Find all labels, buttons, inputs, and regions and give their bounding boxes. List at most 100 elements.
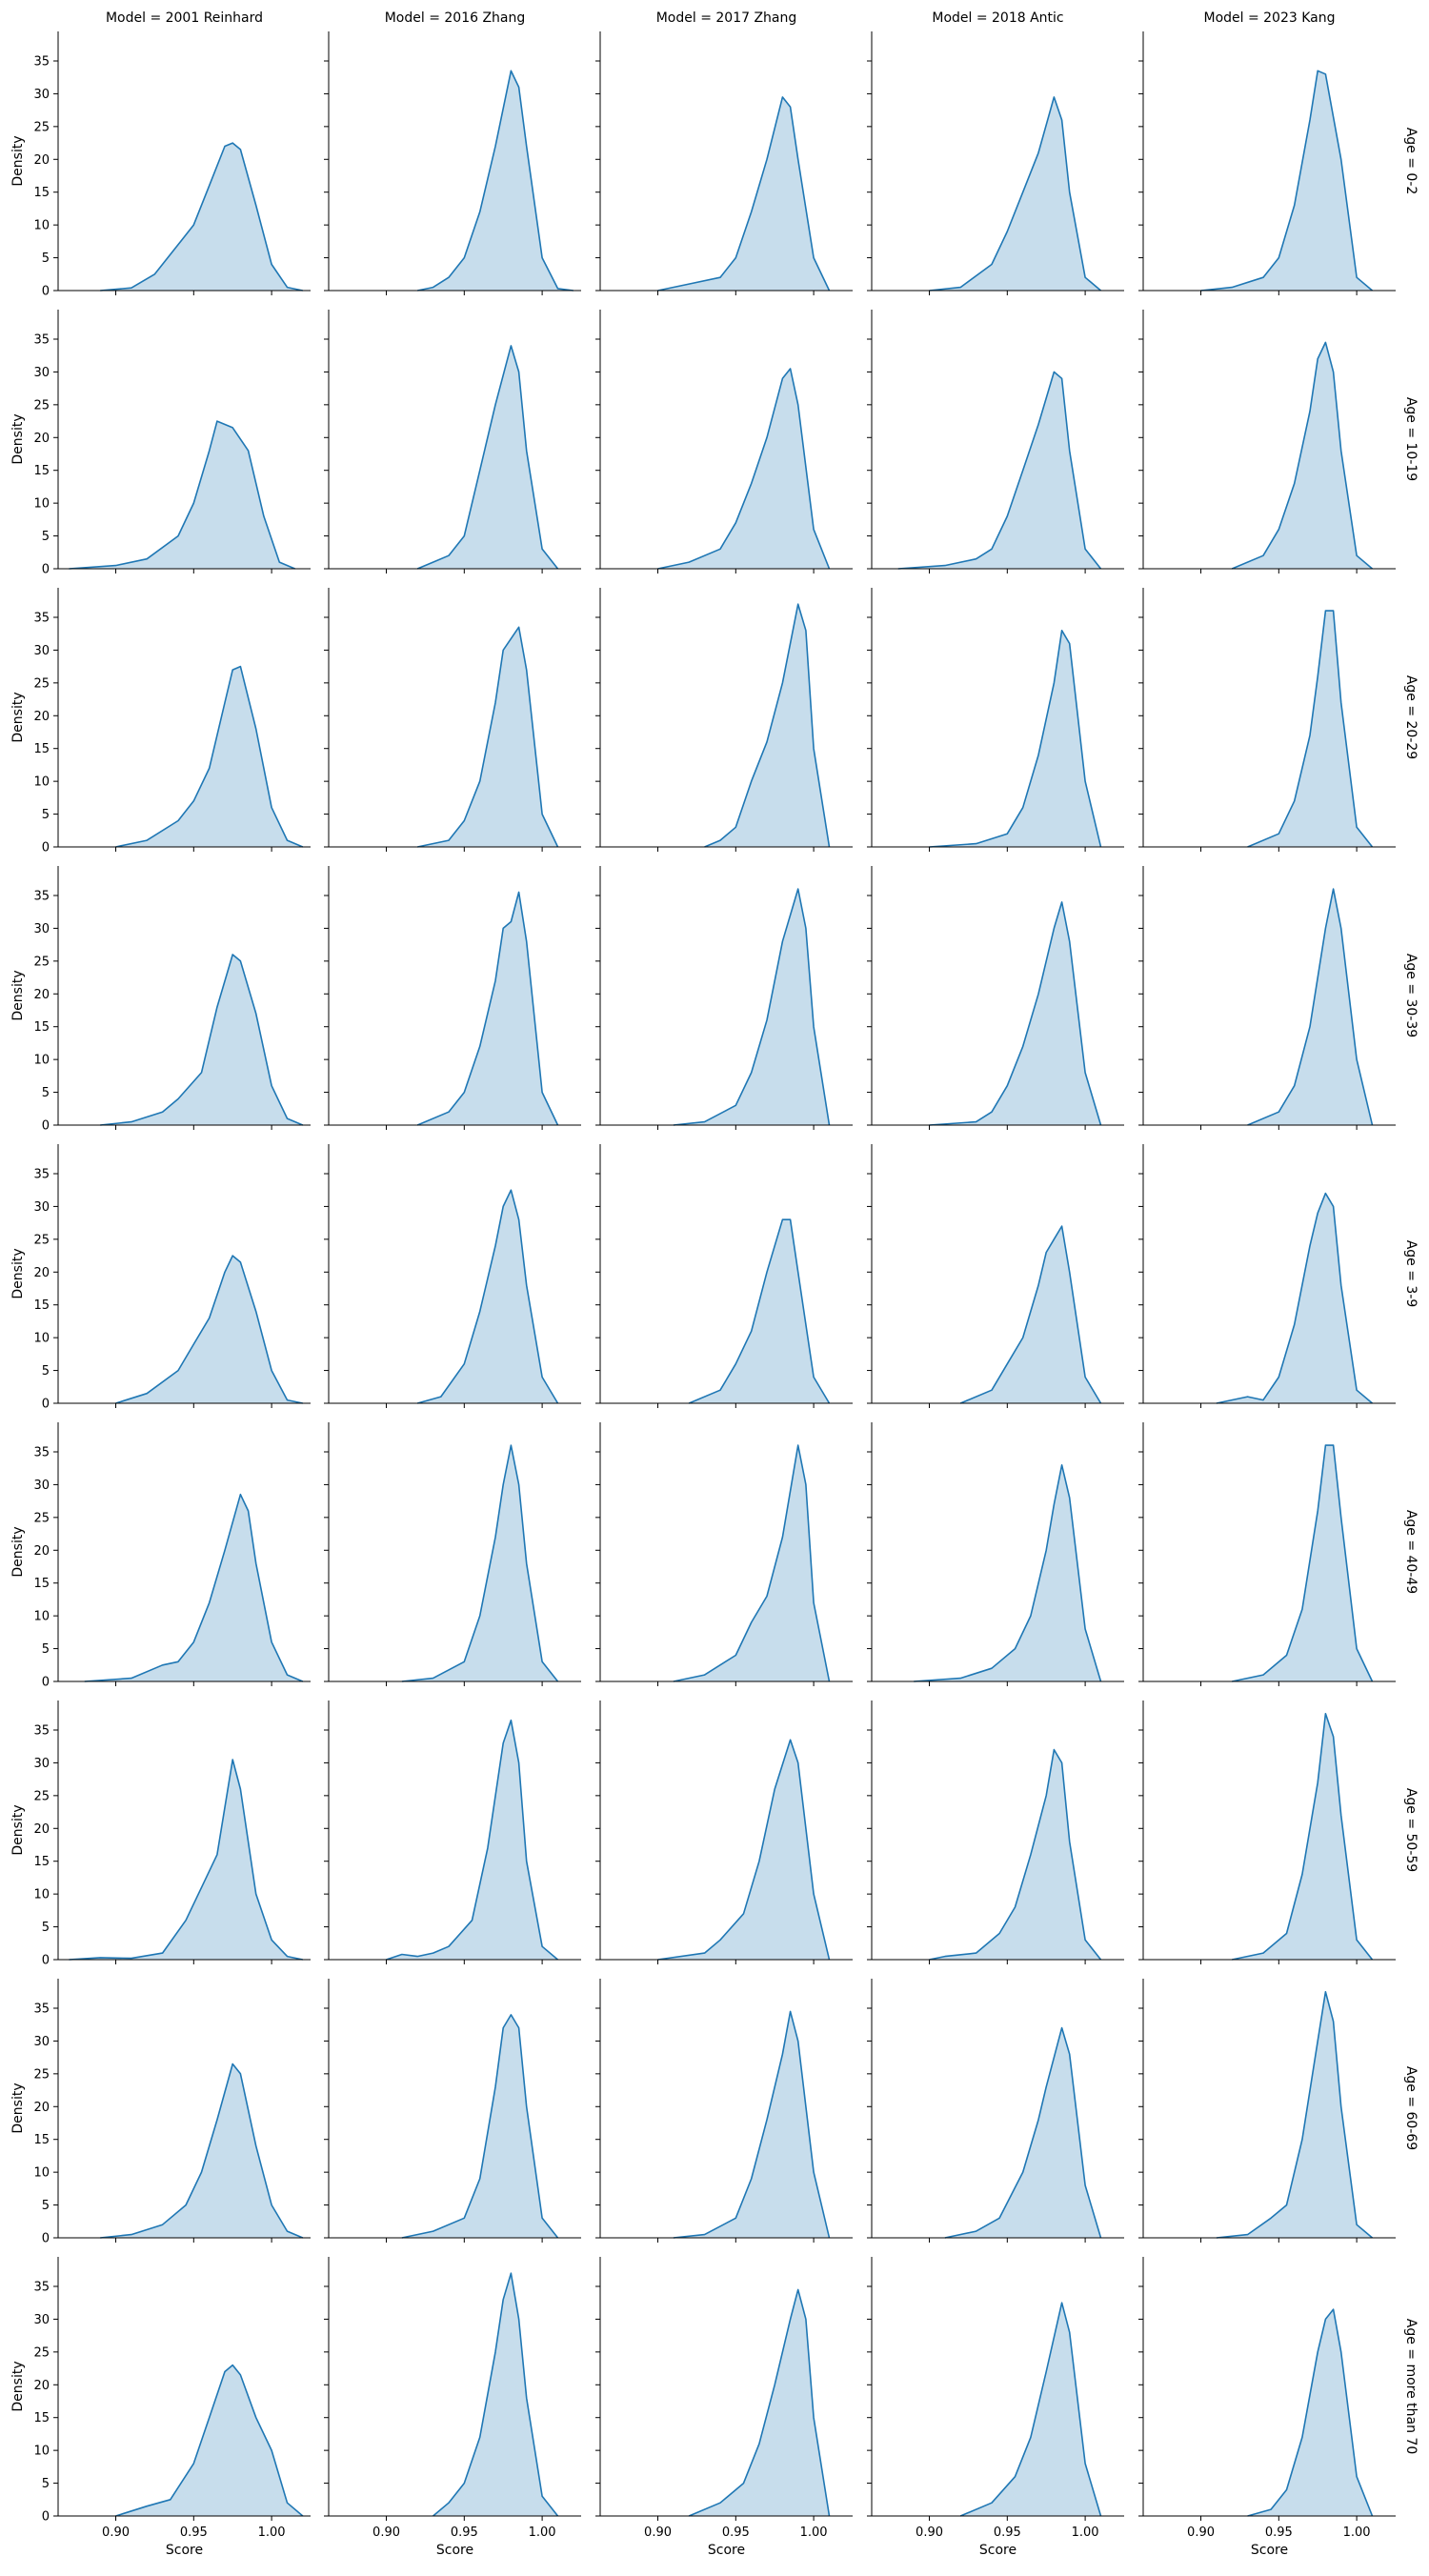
y-tick-label: 15 xyxy=(33,2133,50,2147)
y-tick-label: 25 xyxy=(33,1511,50,1525)
panel-r0-c0 xyxy=(53,31,311,295)
density-area xyxy=(386,1720,558,1960)
density-area xyxy=(689,1219,830,1403)
y-tick-label: 20 xyxy=(33,2379,50,2393)
panel-r7-c3 xyxy=(867,1979,1124,2243)
density-line xyxy=(688,2288,831,2517)
panel-r2-c2 xyxy=(595,588,853,852)
x-tick-label: 0.90 xyxy=(372,2526,400,2540)
density-line xyxy=(416,345,559,570)
y-tick-label: 35 xyxy=(33,2002,50,2016)
density-area xyxy=(1247,611,1373,847)
panel-r7-c4 xyxy=(1138,1979,1396,2243)
density-area xyxy=(115,666,303,847)
density-area xyxy=(1247,889,1373,1125)
y-tick-label: 35 xyxy=(33,332,50,347)
panel-r0-c4 xyxy=(1138,31,1396,295)
panel-r7-c2 xyxy=(595,1979,853,2243)
panel-r8-c0 xyxy=(53,2257,311,2521)
density-area xyxy=(657,96,830,292)
y-tick-label: 0 xyxy=(42,285,50,299)
x-tick-label: 1.00 xyxy=(529,2526,556,2540)
x-tick-label: 0.95 xyxy=(722,2526,750,2540)
panel-r1-c3 xyxy=(867,310,1124,574)
row-title: Age = 3-9 xyxy=(1403,1240,1419,1308)
density-area xyxy=(673,1445,830,1681)
panel-r8-c2 xyxy=(595,2257,853,2521)
panel-r1-c2 xyxy=(595,310,853,574)
density-area xyxy=(1247,2309,1373,2516)
panel-r8-c4 xyxy=(1138,2257,1396,2521)
density-area xyxy=(115,1256,303,1403)
density-area xyxy=(417,1190,558,1403)
y-tick-label: 0 xyxy=(42,2510,50,2525)
density-line xyxy=(657,368,831,570)
density-area xyxy=(1232,1445,1373,1681)
density-line xyxy=(417,626,559,848)
panel-r3-c0 xyxy=(53,866,311,1130)
y-tick-label: 0 xyxy=(42,841,50,855)
y-axis-label: Density xyxy=(10,1804,26,1855)
panel-r7-c0 xyxy=(53,1979,311,2243)
row-title: Age = 0-2 xyxy=(1403,128,1419,195)
row-title: Age = 60-69 xyxy=(1403,2066,1419,2150)
y-axis-label: Density xyxy=(10,135,26,186)
y-tick-label: 15 xyxy=(33,2411,50,2425)
x-axis-label: Score xyxy=(708,2543,745,2558)
density-area xyxy=(657,369,830,569)
row-title: Age = 20-29 xyxy=(1403,675,1419,759)
y-tick-label: 30 xyxy=(33,1200,50,1215)
x-tick-label: 0.95 xyxy=(994,2526,1021,2540)
density-line xyxy=(100,142,303,292)
density-area xyxy=(1216,1193,1373,1403)
density-area xyxy=(929,96,1101,292)
density-line xyxy=(100,2063,304,2239)
density-area xyxy=(1200,70,1373,291)
x-tick-label: 1.00 xyxy=(1072,2526,1099,2540)
x-tick-label: 0.90 xyxy=(916,2526,943,2540)
panel-r4-c1 xyxy=(324,1144,581,1408)
density-line xyxy=(673,888,831,1126)
col-title: Model = 2023 Kang xyxy=(1203,10,1335,26)
density-area xyxy=(401,2014,558,2238)
panel-r3-c1 xyxy=(324,866,581,1130)
density-area xyxy=(100,2063,303,2238)
x-tick-label: 0.90 xyxy=(1187,2526,1215,2540)
y-tick-label: 30 xyxy=(33,88,50,102)
y-tick-label: 5 xyxy=(42,1364,50,1379)
y-tick-label: 15 xyxy=(33,1577,50,1591)
y-tick-label: 35 xyxy=(33,889,50,903)
y-tick-label: 30 xyxy=(33,2313,50,2327)
panel-r3-c4 xyxy=(1138,866,1396,1130)
density-line xyxy=(1247,610,1374,848)
y-tick-label: 30 xyxy=(33,922,50,936)
y-tick-label: 35 xyxy=(33,1723,50,1738)
density-line xyxy=(897,371,1102,570)
density-area xyxy=(689,2289,830,2516)
y-tick-label: 15 xyxy=(33,186,50,200)
density-area xyxy=(100,955,303,1125)
density-line xyxy=(657,96,831,292)
density-line xyxy=(115,665,304,848)
y-tick-label: 15 xyxy=(33,1298,50,1313)
panel-r4-c2 xyxy=(595,1144,853,1408)
row-title: Age = 50-59 xyxy=(1403,1788,1419,1872)
y-tick-label: 0 xyxy=(42,563,50,577)
panel-r4-c4 xyxy=(1138,1144,1396,1408)
y-tick-label: 20 xyxy=(33,2101,50,2115)
y-tick-label: 25 xyxy=(33,676,50,691)
density-line xyxy=(944,2026,1102,2239)
y-axis-label: Density xyxy=(10,413,26,464)
panel-r1-c1 xyxy=(324,310,581,574)
density-area xyxy=(401,1445,558,1681)
x-tick-label: 0.95 xyxy=(180,2526,208,2540)
panel-r0-c2 xyxy=(595,31,853,295)
density-line xyxy=(69,420,295,570)
density-area xyxy=(657,1740,830,1960)
density-line xyxy=(704,603,831,848)
x-axis-label: Score xyxy=(979,2543,1016,2558)
y-axis-label: Density xyxy=(10,970,26,1020)
y-axis-label: Density xyxy=(10,2083,26,2133)
col-title: Model = 2018 Antic xyxy=(932,10,1063,26)
y-tick-label: 20 xyxy=(33,988,50,1002)
